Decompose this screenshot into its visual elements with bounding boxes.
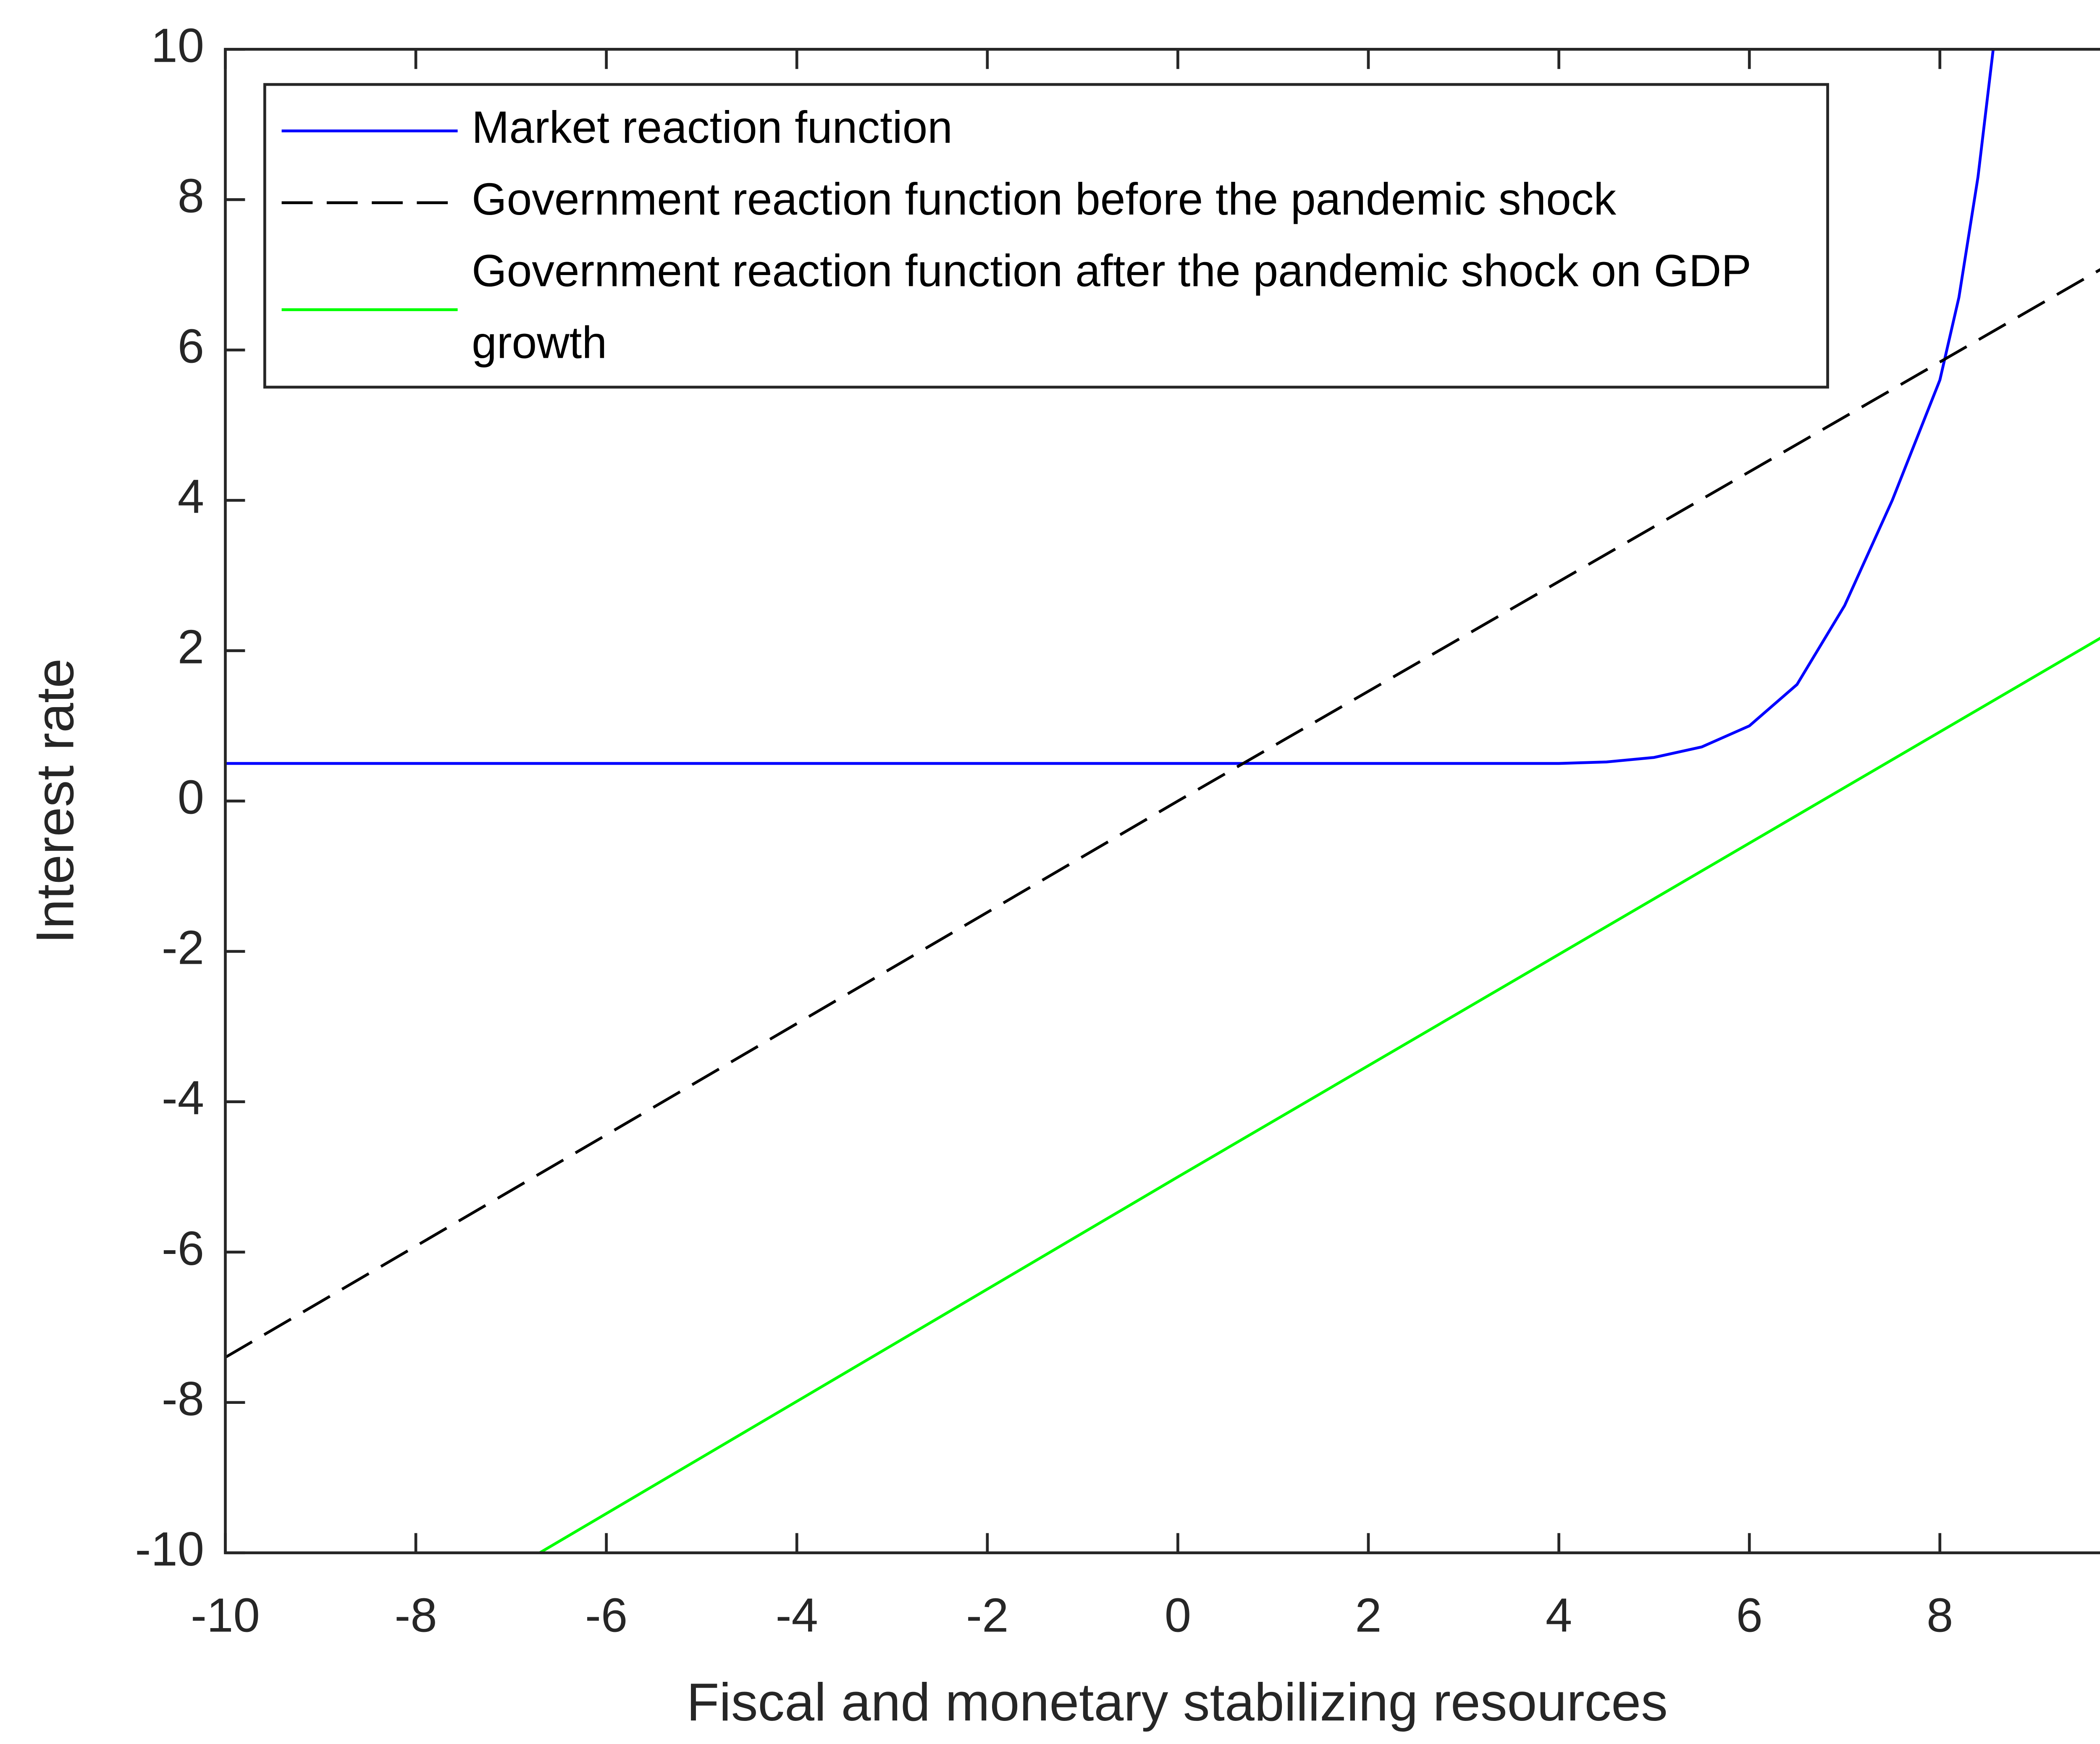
legend-label-line: Government reaction function after the p… — [472, 246, 1763, 296]
x-tick-label: 8 — [1927, 1589, 1953, 1642]
plot-lines — [225, 49, 2100, 1553]
y-tick-label: 6 — [178, 320, 204, 373]
x-tick-label: -10 — [191, 1589, 260, 1642]
y-axis-label: Interest rate — [25, 658, 85, 944]
y-tick-label: 4 — [178, 470, 204, 524]
x-tick-label: -6 — [585, 1589, 627, 1642]
legend-label: Government reaction function before the … — [472, 174, 1616, 224]
x-tick-label: 2 — [1355, 1589, 1381, 1642]
legend-box — [263, 83, 1829, 389]
y-tick-label: -4 — [162, 1072, 204, 1125]
series-line — [539, 637, 2100, 1553]
y-tick-label: 8 — [178, 169, 204, 223]
x-tick-label: -4 — [776, 1589, 818, 1642]
x-tick-label: 0 — [1165, 1589, 1191, 1642]
series-line — [225, 49, 1995, 765]
legend-label: Government reaction function after the p… — [472, 246, 1763, 368]
y-tick-label: -6 — [162, 1222, 204, 1275]
y-tick-label: 10 — [151, 19, 204, 72]
x-tick-label: 6 — [1736, 1589, 1762, 1642]
x-axis-label: Fiscal and monetary stabilizing resource… — [687, 1672, 1668, 1732]
y-tick-label: -10 — [135, 1523, 204, 1576]
x-tick-label: -2 — [966, 1589, 1008, 1642]
legend: Market reaction function Government react… — [263, 83, 1829, 389]
y-tick-label: -8 — [162, 1372, 204, 1426]
x-tick-label: 4 — [1546, 1589, 1572, 1642]
legend-label: Market reaction function — [472, 102, 953, 152]
legend-label-line: growth — [472, 317, 607, 368]
y-tick-label: 2 — [178, 621, 204, 674]
series-line — [225, 268, 2100, 1359]
y-tick-label: 0 — [178, 771, 204, 824]
y-tick-label: -2 — [162, 921, 204, 975]
x-tick-label: -8 — [394, 1589, 437, 1642]
